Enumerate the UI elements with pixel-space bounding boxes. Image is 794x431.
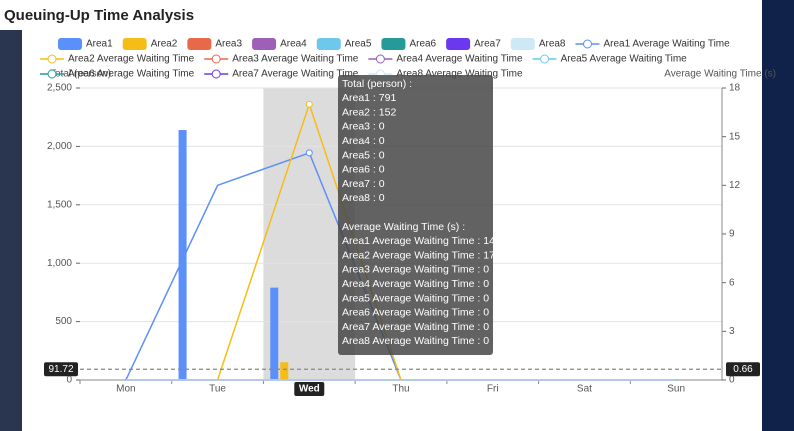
y2-axis-name: Average Waiting Time (s) <box>664 69 776 80</box>
legend-marker <box>541 55 549 63</box>
tooltip-text: Area8 : 0 <box>342 192 385 204</box>
legend-label: Area8 <box>539 39 566 50</box>
y-tick-label: 500 <box>55 316 72 327</box>
tooltip-text: Area5 Average Waiting Time : 0 <box>342 292 489 304</box>
legend-item: Area3 <box>187 38 242 50</box>
x-tick-label: Tue <box>209 384 226 395</box>
legend-label: Area3 Average Waiting Time <box>232 54 359 65</box>
legend-swatch <box>317 38 341 50</box>
line-point <box>306 101 312 107</box>
legend-marker <box>376 55 384 63</box>
pointer-label: Wed <box>299 384 320 395</box>
legend-marker <box>584 40 592 48</box>
tooltip-text: Area6 : 0 <box>342 164 385 176</box>
tooltip-text: Area4 Average Waiting Time : 0 <box>342 278 489 290</box>
mark-label: 91.72 <box>48 364 73 375</box>
y-tick-label: 0 <box>66 375 72 386</box>
tooltip-text: Area2 Average Waiting Time : 17 <box>342 249 495 261</box>
legend-marker <box>48 70 56 78</box>
page-title: Queuing-Up Time Analysis <box>4 7 194 24</box>
x-tick-label: Sun <box>667 384 685 395</box>
y2-tick-label: 12 <box>729 180 741 191</box>
legend-item: Area8 <box>511 38 566 50</box>
tooltip-text: Area1 Average Waiting Time : 14 <box>342 235 495 247</box>
legend-swatch <box>58 38 82 50</box>
legend-swatch <box>123 38 147 50</box>
y2-tick-label: 3 <box>729 326 735 337</box>
y-tick-label: 2,000 <box>47 141 72 152</box>
legend-label: Area3 <box>215 39 242 50</box>
legend-label: Area1 Average Waiting Time <box>604 39 731 50</box>
tooltip-text: Area6 Average Waiting Time : 0 <box>342 307 489 319</box>
legend-label: Area1 <box>86 39 113 50</box>
legend-label: Area5 Average Waiting Time <box>561 54 688 65</box>
legend-marker <box>48 55 56 63</box>
tooltip-text: Area4 : 0 <box>342 135 385 147</box>
y-tick-label: 2,500 <box>47 83 72 94</box>
legend-label: Area4 <box>280 39 307 50</box>
legend-label: Area2 <box>151 39 178 50</box>
legend-swatch <box>511 38 535 50</box>
legend-swatch <box>381 38 405 50</box>
tooltip-text: Area3 Average Waiting Time : 0 <box>342 264 489 276</box>
x-tick-label: Fri <box>487 384 499 395</box>
background-strip <box>0 30 22 431</box>
tooltip-text: Area2 : 152 <box>342 106 396 118</box>
y-tick-label: 1,500 <box>47 199 72 210</box>
tooltip-text: Average Waiting Time (s) : <box>342 221 465 233</box>
x-tick-label: Mon <box>116 384 135 395</box>
legend-item: Area5 <box>317 38 372 50</box>
legend-label: Area5 <box>345 39 372 50</box>
legend-label: Area4 Average Waiting Time <box>396 54 523 65</box>
tooltip-text: Area3 : 0 <box>342 121 385 133</box>
legend-label: Area6 Average Waiting Time <box>68 69 195 80</box>
tooltip-text: Area1 : 791 <box>342 92 396 104</box>
tooltip-text: Area7 : 0 <box>342 178 385 190</box>
legend-item: Area2 <box>123 38 178 50</box>
x-tick-label: Sat <box>577 384 592 395</box>
legend-item: Area4 <box>252 38 307 50</box>
y2-tick-label: 18 <box>729 83 741 94</box>
tooltip-text: Area7 Average Waiting Time : 0 <box>342 321 489 333</box>
legend-item: Area1 <box>58 38 113 50</box>
tooltip-text: Total (person) : <box>342 78 412 90</box>
legend-marker <box>212 70 220 78</box>
x-tick-label: Thu <box>392 384 409 395</box>
y-tick-label: 1,000 <box>47 258 72 269</box>
y2-tick-label: 9 <box>729 229 735 240</box>
legend-label: Area6 <box>409 39 436 50</box>
y2-tick-label: 15 <box>729 131 741 142</box>
legend-label: Area7 <box>474 39 501 50</box>
legend-swatch <box>252 38 276 50</box>
legend-label: Area2 Average Waiting Time <box>68 54 195 65</box>
page: Queuing-Up Time Analysis 0 500 1,000 1,500 2… <box>0 0 794 431</box>
legend-swatch <box>187 38 211 50</box>
line-point <box>306 150 312 156</box>
tooltip-text: Area5 : 0 <box>342 149 385 161</box>
legend-swatch <box>446 38 470 50</box>
y2-tick-label: 6 <box>729 277 735 288</box>
legend-item: Area7 <box>446 38 501 50</box>
bar <box>280 362 288 380</box>
tooltip-text: Area8 Average Waiting Time : 0 <box>342 335 489 347</box>
legend-marker <box>212 55 220 63</box>
legend-item: Area6 <box>381 38 436 50</box>
screen: Queuing-Up Time Analysis 0 500 1,000 1,500 2… <box>0 0 794 431</box>
bar <box>270 288 278 380</box>
mark-label: 0.66 <box>733 364 753 375</box>
